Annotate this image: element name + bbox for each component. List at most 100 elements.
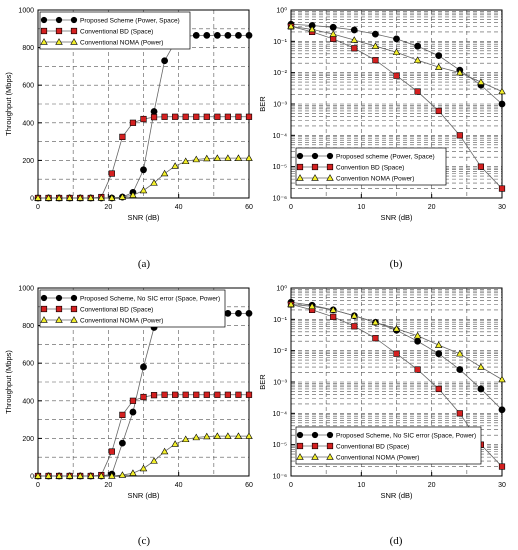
data-point — [414, 337, 421, 345]
data-point — [477, 163, 485, 170]
x-tick-label: 30 — [498, 482, 506, 489]
data-point — [287, 300, 295, 308]
data-point — [330, 313, 337, 320]
legend-marker — [296, 174, 304, 181]
y-tick-label: 10⁻⁵ — [273, 164, 287, 171]
panel-caption-d: (d) — [389, 535, 403, 547]
data-point — [97, 194, 106, 201]
data-point — [161, 113, 168, 120]
series-2 — [287, 300, 506, 383]
legend-marker — [40, 38, 48, 45]
x-tick-label: 20 — [104, 482, 112, 489]
x-tick-label: 60 — [245, 482, 253, 489]
data-point — [118, 193, 127, 200]
data-point — [308, 302, 316, 310]
data-point — [214, 391, 221, 398]
data-point — [193, 113, 200, 120]
y-tick-label: 800 — [22, 323, 34, 330]
data-point — [224, 432, 232, 439]
data-point — [160, 447, 169, 455]
data-point — [456, 349, 464, 357]
legend-marker — [40, 316, 48, 323]
x-tick-label: 40 — [175, 482, 183, 489]
data-point — [192, 155, 200, 163]
data-point — [477, 385, 485, 393]
data-point — [456, 68, 464, 76]
y-tick-label: 0 — [30, 196, 34, 203]
data-point — [172, 113, 179, 120]
y-tick-label: 200 — [22, 158, 34, 165]
legend-marker — [55, 16, 63, 24]
data-point — [351, 45, 358, 52]
legend-entry: Proposed Scheme, No SIC error (Space, Po… — [336, 433, 476, 440]
data-point — [171, 162, 179, 169]
legend-marker — [326, 152, 334, 160]
panel-caption-c: (c) — [137, 535, 151, 547]
data-point — [371, 42, 380, 49]
y-tick-label: 10⁻⁶ — [273, 474, 287, 481]
x-tick-label: 10 — [357, 482, 365, 489]
legend-entry: Proposed Scheme, No SIC error (Space, Po… — [80, 296, 220, 303]
legend-entry: Proposed scheme (Power, Space) — [336, 154, 435, 161]
legend-entry: Conventional BD (Space) — [336, 444, 409, 451]
data-point — [129, 191, 137, 198]
data-point — [329, 30, 337, 37]
legend-marker — [311, 152, 319, 160]
y-axis-label: Throughput (Mbps) — [4, 72, 13, 136]
legend-marker — [311, 163, 319, 171]
data-point — [139, 186, 148, 194]
data-point — [108, 472, 116, 479]
legend-marker — [296, 442, 304, 450]
data-point — [150, 114, 158, 121]
y-tick-label: 10⁻³ — [273, 380, 287, 387]
data-point — [97, 472, 106, 479]
data-point — [224, 31, 232, 39]
data-point — [224, 154, 232, 161]
legend-entry: Conventional BD (Space) — [80, 307, 153, 314]
data-point — [172, 391, 179, 398]
data-point — [287, 22, 295, 30]
data-point — [498, 87, 506, 95]
data-point — [140, 393, 147, 401]
data-point — [44, 194, 53, 201]
x-axis-label: SNR (dB) — [380, 491, 413, 500]
x-axis-label: SNR (dB) — [380, 213, 413, 222]
data-point — [203, 31, 211, 39]
x-axis-label: SNR (dB) — [127, 213, 160, 222]
data-point — [87, 472, 95, 479]
plot-frame — [37, 287, 250, 477]
data-point — [414, 42, 421, 50]
data-point — [329, 306, 337, 313]
data-point — [140, 166, 147, 174]
legend-marker — [311, 453, 319, 460]
legend-box — [295, 426, 482, 465]
data-point — [193, 391, 200, 398]
data-point — [224, 391, 232, 398]
data-point — [456, 132, 463, 139]
data-point — [234, 432, 243, 439]
legend-marker — [55, 27, 63, 35]
data-point — [235, 113, 242, 120]
data-point — [213, 31, 221, 39]
data-point — [150, 179, 158, 186]
legend: Proposed scheme (Power, Space) Convention… — [295, 147, 447, 186]
data-point — [34, 194, 42, 201]
data-point — [235, 31, 242, 39]
legend-entry: Conventional NOMA (Power) — [80, 318, 163, 325]
data-point — [192, 31, 200, 39]
legend-marker — [70, 294, 78, 302]
plot-frame — [37, 9, 250, 199]
data-point — [213, 154, 222, 161]
panel-caption-a: (a) — [137, 258, 151, 270]
x-tick-label: 20 — [428, 482, 436, 489]
data-point — [350, 26, 358, 34]
legend-marker — [55, 305, 63, 313]
data-point — [413, 331, 422, 339]
data-point — [161, 391, 168, 398]
y-tick-label: 10⁻² — [273, 70, 287, 77]
data-point — [192, 433, 200, 441]
data-point — [161, 57, 168, 65]
legend-marker — [70, 38, 78, 45]
legend-marker — [326, 453, 334, 460]
